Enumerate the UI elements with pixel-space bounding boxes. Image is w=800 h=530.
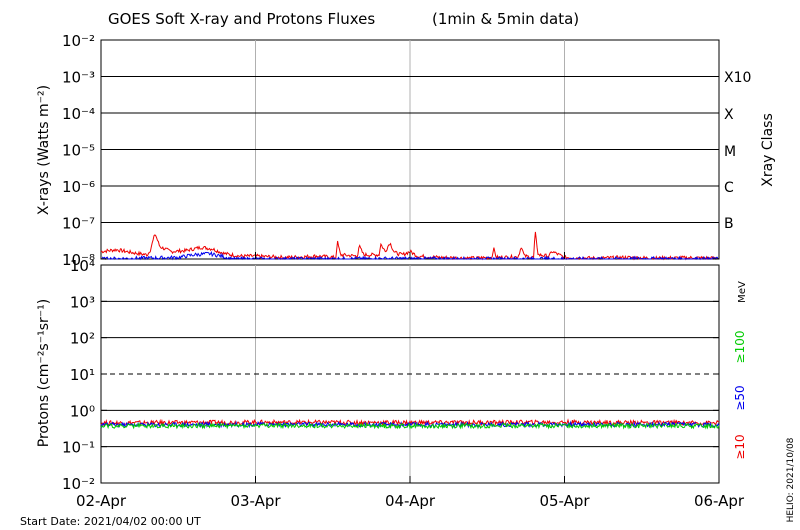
x-tick-label: 04-Apr bbox=[385, 492, 436, 510]
x-tick-label: 06-Apr bbox=[694, 492, 745, 510]
xray-y-tick-labels: 10⁻² 10⁻³ 10⁻⁴ 10⁻⁵ 10⁻⁶ 10⁻⁷ 10⁻⁸ bbox=[62, 32, 719, 269]
y-tick-label: 10⁻² bbox=[62, 475, 95, 493]
x-tick-label: 05-Apr bbox=[539, 492, 590, 510]
chart-title: GOES Soft X-ray and Protons Fluxes bbox=[108, 10, 375, 28]
protons-series-group bbox=[100, 418, 720, 430]
y-tick-label: 10⁻⁵ bbox=[62, 142, 95, 160]
y-tick-label: 10⁻⁶ bbox=[62, 178, 95, 196]
y-tick-label: 10² bbox=[70, 330, 95, 348]
xray-gridlines bbox=[101, 40, 719, 259]
xray-ylabel: X-rays (Watts m⁻²) bbox=[36, 85, 52, 215]
start-date-label: Start Date: 2021/04/02 00:00 UT bbox=[20, 515, 201, 528]
y-tick-label: 10¹ bbox=[70, 366, 95, 384]
y-tick-label: 10⁻² bbox=[62, 32, 95, 50]
y-tick-label: 10³ bbox=[70, 293, 95, 311]
legend-ge10: ≥10 bbox=[733, 434, 747, 459]
y-tick-label: 10⁻³ bbox=[62, 69, 95, 87]
xray-class-x10: X10 bbox=[724, 70, 751, 86]
protons-mev-label: MeV bbox=[737, 281, 748, 303]
y-tick-label: 10⁻⁴ bbox=[62, 105, 95, 123]
credit-label: HELIO: 2021/10/08 bbox=[786, 437, 796, 522]
y-tick-label: 10⁻⁸ bbox=[62, 251, 95, 269]
y-tick-label: 10⁰ bbox=[70, 402, 95, 420]
xray-class-x: X bbox=[724, 107, 734, 123]
protons-ylabel: Protons (cm⁻²s⁻¹sr⁻¹) bbox=[36, 299, 52, 448]
y-tick-label: 10⁴ bbox=[70, 257, 95, 275]
protons-y-tick-labels: 10⁴ 10³ 10² 10¹ 10⁰ 10⁻¹ 10⁻² bbox=[62, 257, 719, 493]
legend-ge50: ≥50 bbox=[733, 385, 747, 410]
xray-class-m: M bbox=[724, 144, 736, 160]
x-tick-labels: 02-Apr 03-Apr 04-Apr 05-Apr 06-Apr bbox=[76, 252, 745, 510]
xray-class-c: C bbox=[724, 180, 734, 196]
x-tick-label: 03-Apr bbox=[230, 492, 281, 510]
xray-class-b: B bbox=[724, 216, 734, 232]
protons-series-2 bbox=[100, 421, 720, 430]
chart-subtitle: (1min & 5min data) bbox=[432, 10, 579, 28]
y-tick-label: 10⁻⁷ bbox=[62, 215, 95, 233]
legend-ge100: ≥100 bbox=[733, 331, 747, 364]
protons-series-0 bbox=[100, 418, 720, 427]
y-tick-label: 10⁻¹ bbox=[62, 439, 95, 457]
xray-class-title: Xray Class bbox=[760, 113, 776, 187]
protons-gridlines bbox=[101, 265, 719, 483]
x-tick-label: 02-Apr bbox=[76, 492, 127, 510]
